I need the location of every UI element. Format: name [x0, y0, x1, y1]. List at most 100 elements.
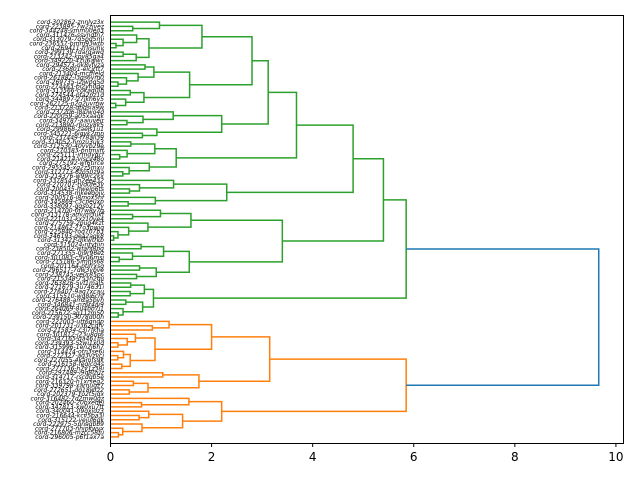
- leaf-label: cord-297489-i9q8lzuz: [39, 370, 105, 377]
- leaf-label: cord-275192-wf6tirce: [39, 160, 104, 167]
- leaf-label: cord-200516-i8mox5hf: [35, 194, 105, 201]
- dendrogram-link: [110, 183, 141, 192]
- leaf-label: cord-236801-elcjrtt7: [42, 66, 104, 73]
- dendrogram-link: [110, 282, 132, 288]
- leaf-label: cord-315510-wg8i6chf: [36, 293, 105, 300]
- leaf-label: cord-239150-3078d00h: [33, 314, 104, 321]
- dendrogram-link: [110, 256, 120, 263]
- leaf-label: cord-202379-1o2t5iqx: [37, 391, 104, 398]
- dendrogram-link: [110, 64, 146, 70]
- dendrogram-link: [110, 166, 130, 175]
- x-tick-label: 8: [511, 450, 519, 464]
- leaf-label: cord-222975-5pnagbb9: [33, 421, 104, 428]
- leaf-label: cord-295545-xg2z5mxu: [32, 165, 104, 172]
- leaf-label: cord-315024-ritytiin: [44, 241, 104, 248]
- leaf-label: cord-215672-ag11zm50: [32, 310, 104, 317]
- x-tick-label: 4: [309, 450, 317, 464]
- dendrogram-links: [110, 21, 600, 438]
- dendrogram-link: [110, 81, 119, 88]
- x-tick-label: 2: [208, 450, 216, 464]
- leaf-label: cord-301812-j23u8dr6: [37, 331, 105, 338]
- dendrogram-link: [110, 188, 131, 194]
- dendrogram-link: [130, 284, 146, 295]
- dendrogram-link: [155, 183, 228, 202]
- leaf-label: cord-294573-nk8vfyza: [36, 62, 104, 69]
- dendrogram-link: [110, 273, 138, 280]
- leaf-label: cord-214214-vlscv48o: [37, 156, 104, 163]
- leaf-label: cord-201731-u362cqfv: [35, 323, 104, 330]
- leaf-label: cord-270707-tyd0fe3y: [37, 182, 105, 189]
- leaf-label: cord-345221-6igyk2mn: [34, 130, 104, 137]
- leaf-label: cord-214862-27o3pwjq: [34, 224, 104, 231]
- leaf-label: cord-272651-dq18wrz2: [34, 387, 104, 394]
- leaf-label: cord-216158-feglcg4s: [38, 361, 104, 368]
- leaf-label: cord-225840-roq707b3: [34, 229, 104, 236]
- leaf-label: cord-216644-kcv5pa3l: [36, 412, 104, 419]
- dendrogram-link: [156, 114, 223, 133]
- leaf-label: cord-261882-l3qs6ym0: [34, 75, 104, 82]
- dendrogram-link: [110, 324, 154, 331]
- leaf-label: cord-301083-c5y06msi: [35, 254, 105, 261]
- dendrogram-link: [110, 51, 124, 58]
- leaf-label: cord-223895-7w2zjvez: [36, 23, 105, 30]
- leaf-label: cord-216806-mzcc58fu: [34, 430, 104, 437]
- dendrogram-link: [176, 91, 298, 159]
- leaf-label: cord-311476-ssvndfn7: [36, 32, 104, 39]
- dendrogram-link: [189, 35, 253, 86]
- dendrogram-link: [110, 363, 123, 370]
- x-axis: 0 2 4 6 8 10: [107, 443, 624, 464]
- dendrogram-link: [110, 397, 190, 406]
- dendrogram-link: [110, 200, 129, 207]
- leaf-label: cord-264069-8u4bb7i1: [35, 306, 104, 313]
- leaf-label: cord-347165-qa461fis: [38, 336, 104, 343]
- leaf-label: cord-313079-7q5pd5mi: [33, 36, 104, 43]
- leaf-label: cord-202460-20bxehej: [36, 400, 105, 407]
- dendrogram-link: [110, 171, 124, 177]
- dendrogram-link: [110, 401, 143, 408]
- dendrogram-link: [198, 336, 271, 383]
- leaf-label: cord-349220-41u6alwc: [35, 58, 105, 65]
- leaf-label: cord-269411-frlisuhv: [41, 45, 104, 52]
- dendrogram-link: [110, 414, 140, 421]
- leaf-label: cord-349787-aaiuvejr: [39, 117, 104, 124]
- leaf-label: cord-215348-753n2qii: [37, 276, 104, 283]
- leaf-label: cord-221031-kxz10ye4: [35, 216, 105, 223]
- leaf-label: cord-220059-a05xaagk: [34, 113, 105, 120]
- leaf-label: cord-216320-h1xrseg2: [35, 378, 104, 385]
- dendrogram-link: [149, 148, 177, 168]
- dendrogram-link: [110, 307, 124, 316]
- dendrogram-link: [110, 38, 124, 47]
- leaf-label: cord-271679-3u74631i: [35, 284, 104, 291]
- leaf-label: cord-274463-pi2yh0dq: [35, 83, 104, 90]
- leaf-label: cord-215834-c3i7fkha: [38, 327, 104, 334]
- leaf-label: cord-238502-wfahj8pg: [36, 246, 104, 253]
- leaf-label: cord-347813-xw0xu7tt: [35, 404, 104, 411]
- leaf-label: cord-201164-ptifrxsg: [41, 263, 105, 270]
- dendrogram-link: [110, 98, 127, 107]
- leaf-label: cord-274544-pta2pz1d: [35, 92, 104, 99]
- leaf-label: cord-275759-2pug4kzt: [35, 220, 104, 227]
- dendrogram-link: [110, 380, 135, 387]
- leaf-label: cord-337854-dh2ee432: [33, 177, 104, 184]
- leaf-labels: cord-302862-znnlyz3xcord-223895-7w2zjvez…: [29, 19, 105, 441]
- leaf-label: cord-302862-znnlyz3x: [37, 19, 104, 26]
- x-tick-label: 0: [107, 450, 115, 464]
- leaf-label: cord-277703-nhipkwvx: [35, 425, 104, 432]
- dendrogram-link: [110, 350, 125, 359]
- leaf-label: cord-213728-qndsia9w: [35, 105, 104, 112]
- leaf-label: cord-315996-1en2j6h7: [35, 344, 104, 351]
- dendrogram-link: [110, 119, 128, 126]
- leaf-label: cord-344897-27ikn6y5: [36, 96, 104, 103]
- leaf-label: cord-296517-7dw3vbve: [33, 267, 105, 274]
- dendrogram-link: [110, 252, 134, 261]
- leaf-label: cord-299139-rdarqawd: [35, 49, 104, 56]
- dendrogram-link: [110, 149, 128, 158]
- dendrogram-link: [221, 358, 407, 413]
- leaf-label: cord-316482-7d2mw0gz: [31, 395, 105, 402]
- leaf-label: cord-314052-hmzu3uk3: [32, 139, 104, 146]
- leaf-label: cord-276488-amza5byh: [32, 297, 104, 304]
- dendrogram-link: [221, 60, 269, 125]
- leaf-label: cord-263826-5vf1maj5: [35, 280, 104, 287]
- dendrogram-link: [110, 243, 142, 250]
